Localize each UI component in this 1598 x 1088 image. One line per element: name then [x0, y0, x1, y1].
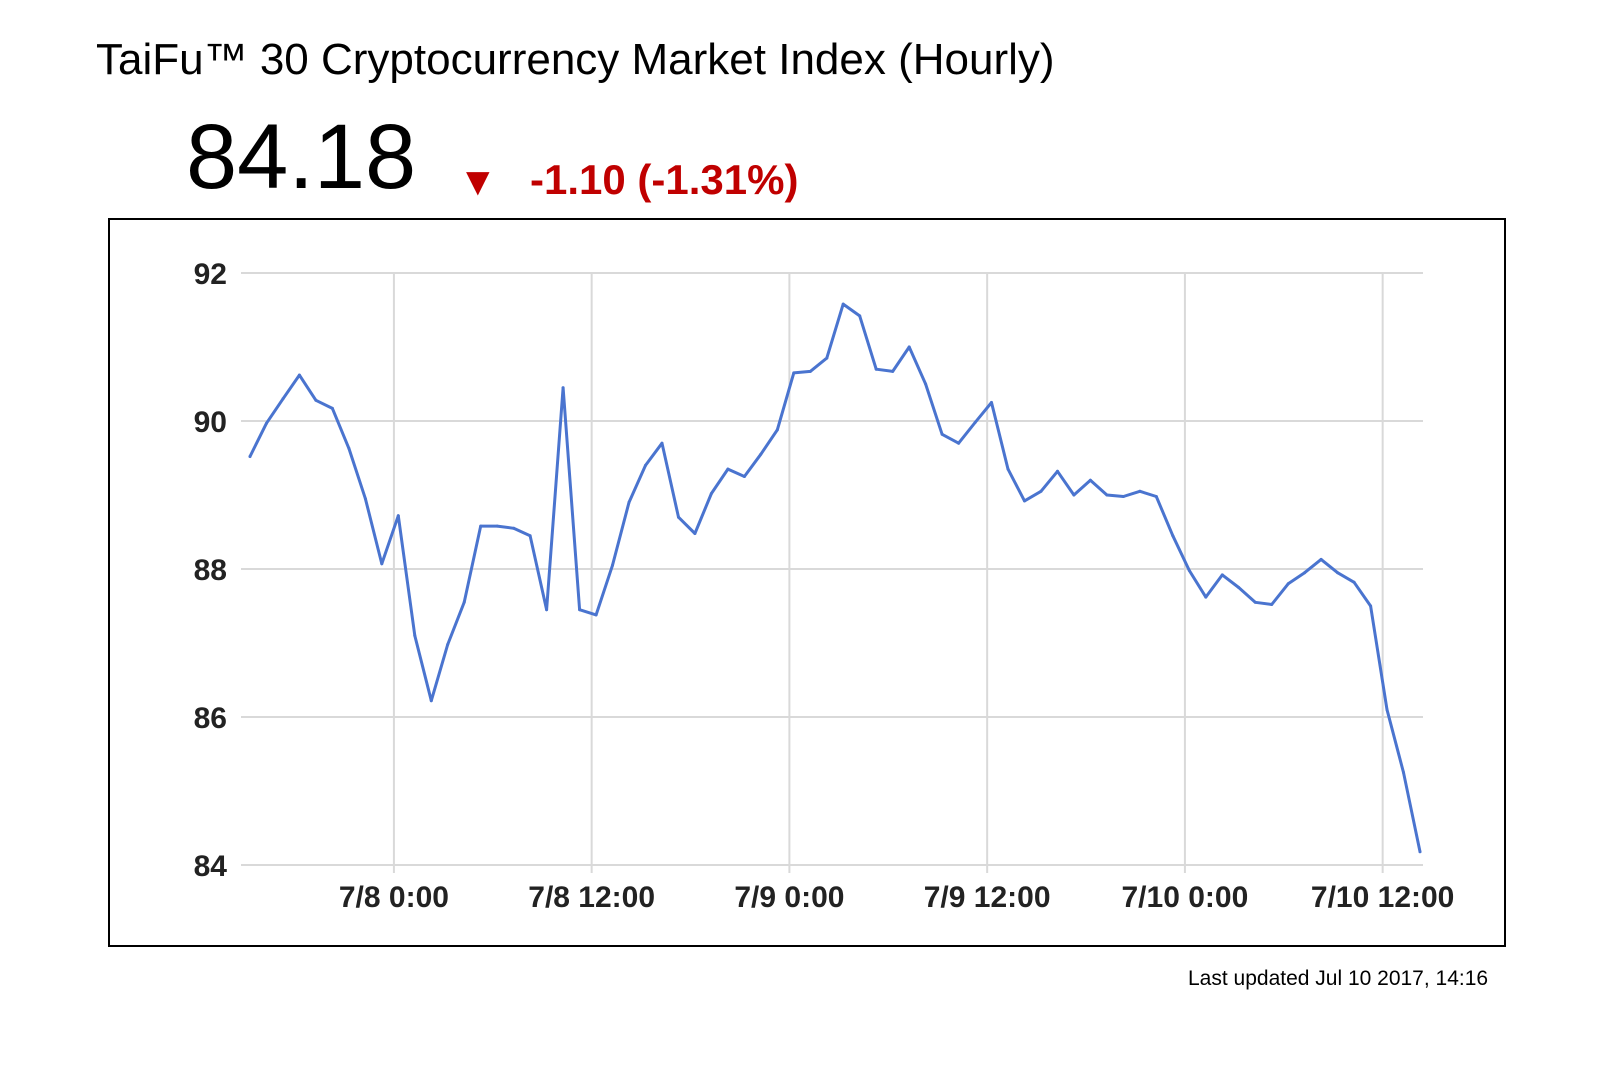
data-point [1088, 478, 1092, 482]
y-tick-label: 84 [194, 850, 228, 883]
current-price: 84.18 [186, 106, 417, 208]
data-point [413, 634, 417, 638]
data-point [726, 467, 730, 471]
data-point [957, 441, 961, 445]
data-point [1204, 595, 1208, 599]
data-point [1286, 582, 1290, 586]
data-point [1352, 580, 1356, 584]
data-point [363, 497, 367, 501]
data-point [792, 371, 796, 375]
data-point [907, 345, 911, 349]
data-point [495, 524, 499, 528]
data-point [990, 401, 993, 404]
data-point [265, 421, 268, 425]
data-point [429, 699, 433, 703]
data-point [759, 452, 763, 456]
x-tick-label: 7/10 0:00 [1122, 881, 1249, 914]
data-point [1072, 493, 1076, 497]
x-tick-label: 7/10 12:00 [1311, 881, 1454, 914]
data-point [281, 397, 285, 401]
data-point [1039, 489, 1043, 493]
data-point [545, 608, 549, 612]
data-point [858, 314, 862, 318]
data-point [1220, 573, 1224, 577]
data-point [561, 386, 565, 390]
data-point [973, 421, 977, 424]
down-arrow-icon: ▼ [458, 160, 498, 204]
x-tick-label: 7/9 0:00 [734, 881, 844, 914]
line-chart: 92 90 88 86 84 7/8 0:00 7/8 12:00 7/9 0:00 7/9 1… [194, 258, 1455, 914]
x-tick-label: 7/9 12:00 [924, 881, 1051, 914]
data-point [1402, 771, 1405, 774]
y-tick-label: 86 [194, 702, 227, 735]
data-point [380, 562, 384, 566]
data-point [594, 613, 598, 617]
data-point [677, 515, 680, 519]
data-point [1023, 499, 1026, 503]
data-point [1336, 571, 1340, 575]
data-point [611, 563, 614, 567]
data-point [1270, 603, 1274, 606]
index-series-line [248, 302, 1422, 854]
x-tick-label: 7/8 0:00 [339, 881, 449, 914]
data-point [1171, 534, 1175, 538]
data-point [924, 382, 928, 386]
data-point [1154, 495, 1158, 498]
data-point [874, 367, 878, 371]
y-tick-label: 88 [194, 554, 227, 587]
data-point [512, 526, 516, 530]
data-point [578, 608, 582, 612]
data-point [446, 643, 450, 646]
data-point [1253, 600, 1257, 604]
data-point [314, 398, 318, 402]
data-point [1418, 850, 1422, 854]
data-point [742, 475, 746, 478]
data-point [709, 492, 713, 495]
x-tick-label: 7/8 12:00 [528, 881, 655, 914]
data-point [644, 463, 647, 467]
data-point [841, 302, 845, 306]
price-change: -1.10 (-1.31%) [530, 156, 799, 203]
data-point [1385, 708, 1389, 712]
data-point [347, 446, 351, 450]
data-point [396, 514, 400, 518]
data-point [1303, 571, 1307, 575]
data-point [1369, 604, 1373, 608]
data-point [330, 406, 334, 410]
data-point [1006, 467, 1010, 471]
data-point [808, 369, 812, 373]
data-point [1187, 569, 1191, 572]
data-point [627, 500, 631, 504]
y-tick-label: 92 [194, 258, 227, 291]
data-point [248, 455, 252, 458]
data-point [479, 524, 483, 528]
data-point [1056, 469, 1059, 473]
data-point [825, 356, 829, 360]
last-updated: Last updated Jul 10 2017, 14:16 [1188, 967, 1489, 990]
data-point [1319, 557, 1323, 561]
data-point [775, 428, 779, 432]
data-point [891, 369, 895, 373]
data-point [1105, 493, 1109, 497]
chart-frame: 92 90 88 86 84 7/8 0:00 7/8 12:00 7/9 0:00 7/9 1… [108, 218, 1506, 947]
data-point [1121, 495, 1125, 498]
data-point [940, 432, 944, 436]
chart-title: TaiFu™ 30 Cryptocurrency Market Index (H… [96, 35, 1055, 84]
data-point [528, 534, 532, 538]
data-point [297, 373, 301, 377]
data-point [693, 532, 697, 535]
data-point [462, 600, 466, 604]
data-point [1138, 489, 1142, 493]
y-tick-label: 90 [194, 406, 227, 439]
data-point [660, 441, 664, 445]
data-point [1237, 586, 1241, 589]
